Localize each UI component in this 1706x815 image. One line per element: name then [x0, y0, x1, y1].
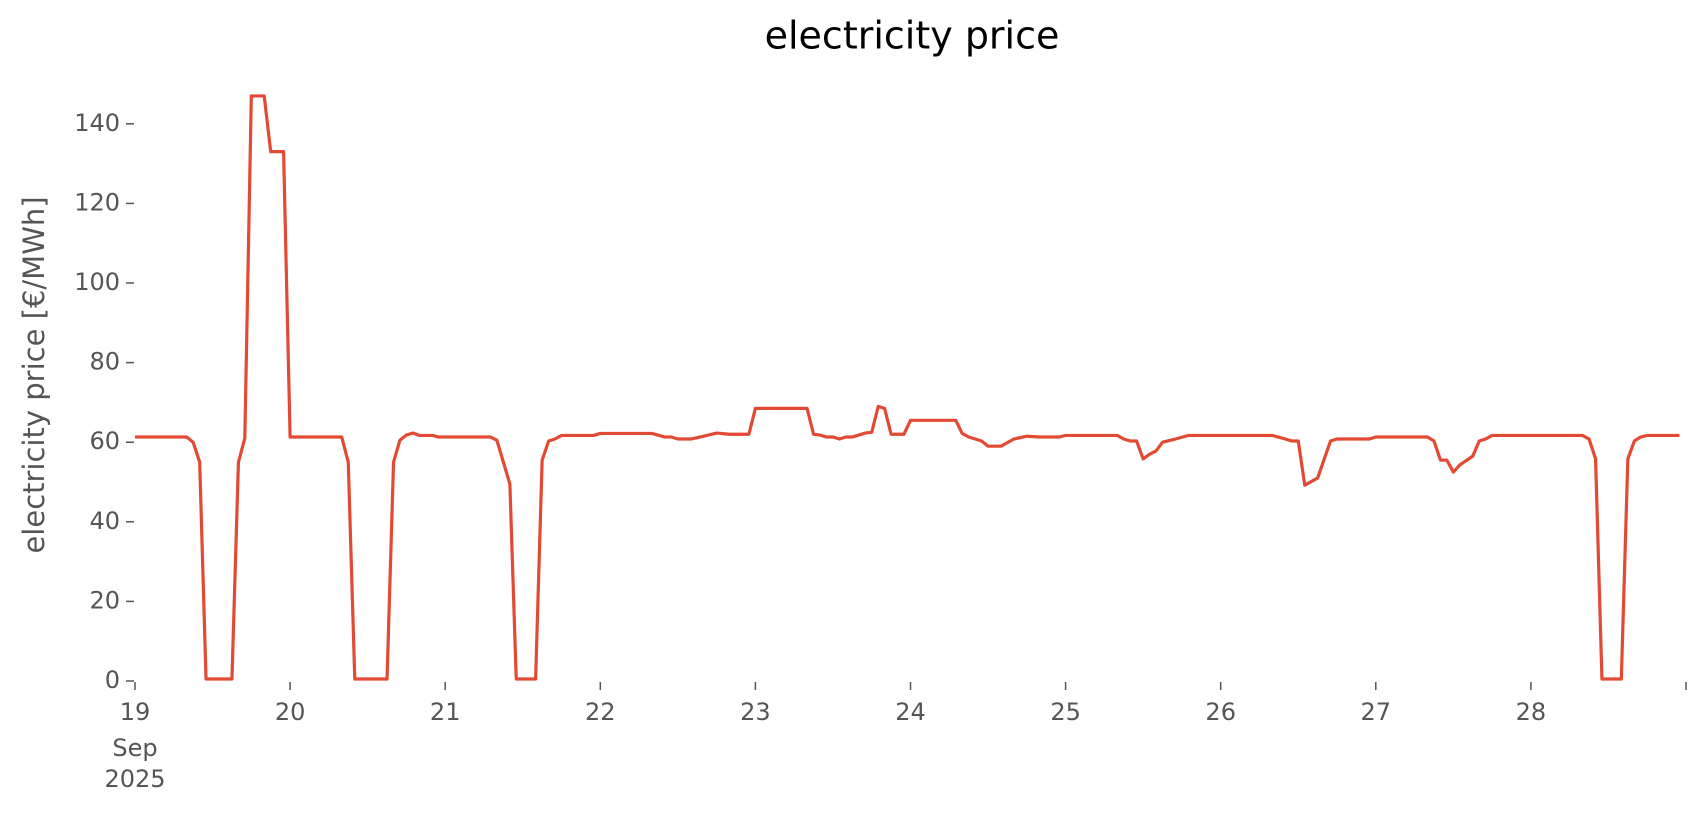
y-tick-label: 80: [89, 348, 120, 376]
chart-title: electricity price: [765, 14, 1060, 58]
price-line: [135, 94, 1680, 681]
y-axis-label: electricity price [€/MWh]: [17, 196, 51, 553]
x-tick-label: 23: [740, 698, 771, 726]
x-tick-label: 25: [1050, 698, 1081, 726]
x-tick-label: 21: [430, 698, 461, 726]
y-tick-label: 60: [89, 427, 120, 455]
y-tick-label: 100: [74, 268, 120, 296]
x-tick-sublabel: Sep: [112, 734, 157, 762]
x-tick-label: 19: [120, 698, 151, 726]
x-tick-label: 24: [895, 698, 926, 726]
x-tick-label: 28: [1516, 698, 1547, 726]
y-tick-label: 120: [74, 188, 120, 216]
y-tick-label: 0: [105, 666, 120, 694]
y-tick-label: 40: [89, 507, 120, 535]
x-tick-sublabel: 2025: [104, 765, 165, 793]
y-tick-label: 20: [89, 586, 120, 614]
y-tick-label: 140: [74, 109, 120, 137]
x-tick-label: 22: [585, 698, 616, 726]
x-tick-label: 26: [1205, 698, 1236, 726]
x-tick-label: 27: [1361, 698, 1392, 726]
x-tick-label: 20: [275, 698, 306, 726]
